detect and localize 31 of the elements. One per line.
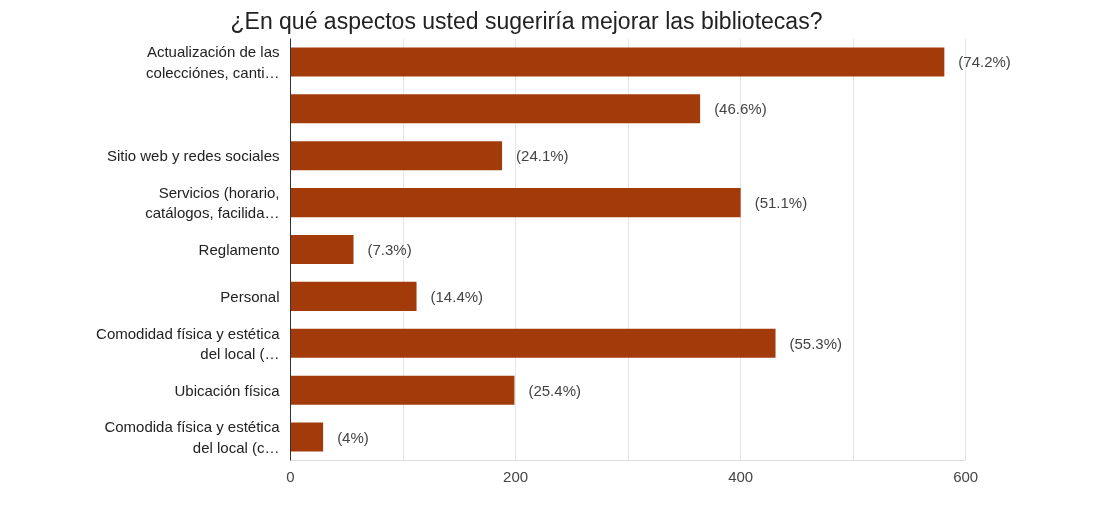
y-tick-label: Personal: [220, 287, 280, 305]
y-tick-label: Sitio web y redes sociales: [106, 147, 280, 165]
x-tick-label: 400: [728, 467, 754, 485]
y-tick-label: Reglamento: [198, 241, 280, 258]
x-tick-label: 0: [286, 467, 295, 485]
x-tick-label: 200: [503, 467, 529, 485]
annotation: (25.4%): [528, 381, 581, 399]
bar: [290, 188, 741, 218]
x-tick-label: 600: [953, 467, 979, 485]
bar: [290, 94, 701, 124]
bar: [290, 422, 324, 452]
y-tick-label: Comodida física y estética del local (c…: [104, 418, 281, 456]
annotation: (24.1%): [516, 147, 569, 165]
bar: [290, 234, 354, 265]
chart-title: ¿En qué aspectos usted sugeriría mejorar las bibliotecas?: [230, 7, 823, 34]
y-tick-label: Servicios (horario, catálogos, facilida…: [145, 183, 280, 222]
y-tick-label: Comodidad física y estética del local (…: [96, 324, 281, 362]
annotation: (46.6%): [714, 100, 767, 118]
annotation: (7.3%): [367, 241, 412, 258]
bar: [290, 328, 776, 358]
y-tick-label: Ubicación física: [174, 381, 281, 399]
annotation: (4%): [337, 428, 369, 446]
bar: [290, 47, 945, 77]
bar: [290, 375, 515, 405]
annotation: (14.4%): [430, 287, 484, 305]
y-tick-label: Actualización de las colecciónes, canti…: [146, 43, 280, 81]
annotation: (51.1%): [754, 194, 808, 212]
annotation: (55.3%): [789, 334, 843, 352]
bar: [290, 141, 503, 171]
bar: [290, 281, 417, 311]
annotation: (74.2%): [958, 53, 1011, 71]
